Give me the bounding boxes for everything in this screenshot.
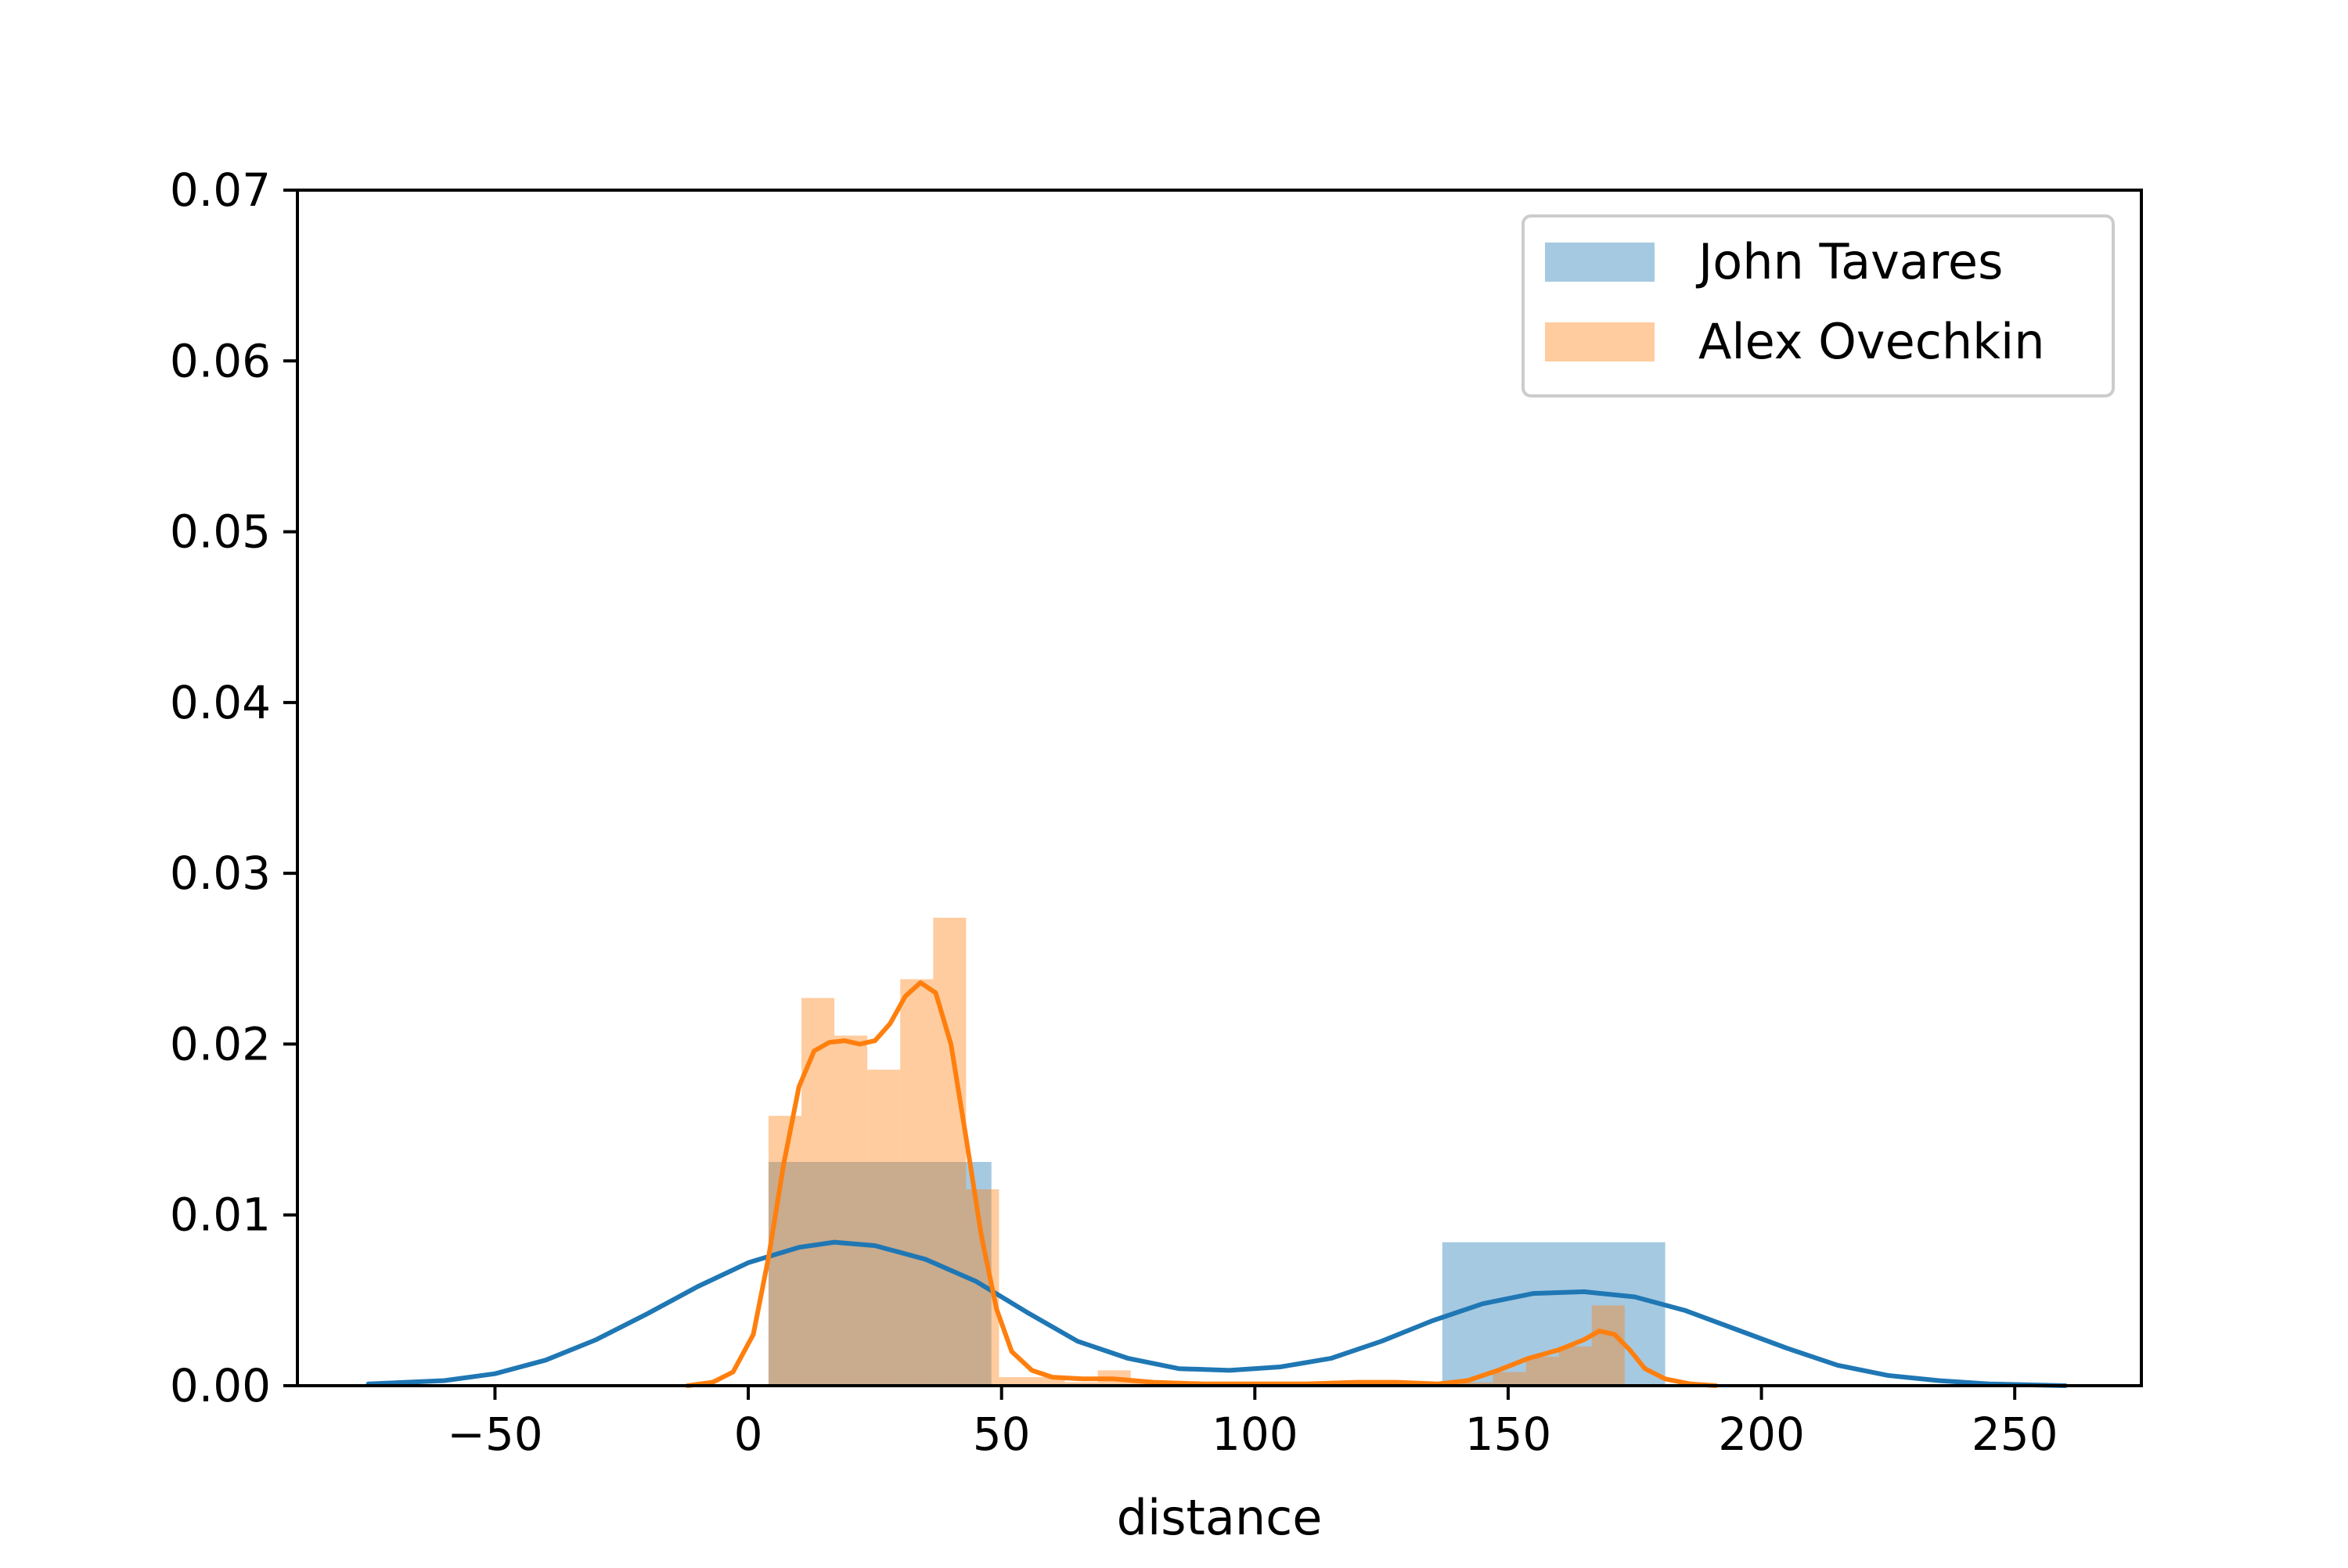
histogram-bar xyxy=(900,979,934,1386)
histogram-bar xyxy=(1032,1377,1065,1386)
x-tick-label: −50 xyxy=(447,1408,542,1461)
y-tick-label: 0.03 xyxy=(170,847,271,900)
x-tick-label: 250 xyxy=(1972,1408,2058,1461)
legend-swatch xyxy=(1545,322,1655,361)
legend-swatch xyxy=(1545,243,1655,282)
histogram-bar xyxy=(933,917,967,1386)
histogram-bar xyxy=(867,1070,901,1386)
y-axis: 0.00 0.01 0.02 0.03 0.04 0.05 0.06 0.07 xyxy=(170,164,297,1412)
legend-label: Alex Ovechkin xyxy=(1698,313,2045,370)
x-tick-label: 100 xyxy=(1212,1408,1298,1461)
series-0-kde-line xyxy=(366,1239,2068,1388)
histogram-bar xyxy=(1525,1356,1559,1386)
y-tick-label: 0.00 xyxy=(170,1359,271,1412)
y-tick-label: 0.04 xyxy=(170,676,271,729)
x-axis-label: distance xyxy=(1117,1489,1323,1546)
y-tick-label: 0.06 xyxy=(170,334,271,387)
histogram-bar xyxy=(999,1377,1032,1386)
x-tick-label: 150 xyxy=(1465,1408,1552,1461)
plot-area xyxy=(366,917,2068,1388)
histogram-bar xyxy=(1442,1242,1666,1386)
histogram-bar xyxy=(1460,1382,1493,1386)
y-tick-label: 0.01 xyxy=(170,1189,271,1242)
histogram-bar xyxy=(1064,1382,1098,1386)
y-tick-label: 0.07 xyxy=(170,164,271,217)
x-tick-label: 0 xyxy=(734,1408,763,1461)
histogram-bar xyxy=(1558,1346,1592,1386)
x-axis: −50 0 50 100 150 200 250 xyxy=(447,1386,2058,1461)
histogram-bar xyxy=(801,998,835,1386)
x-tick-label: 200 xyxy=(1718,1408,1805,1461)
histogram-bar xyxy=(1591,1305,1625,1386)
y-tick-label: 0.02 xyxy=(170,1017,271,1070)
histogram-bar xyxy=(1493,1372,1526,1386)
plot-frame xyxy=(296,189,2143,1387)
legend: John Tavares Alex Ovechkin xyxy=(1522,214,2115,397)
legend-label: John Tavares xyxy=(1695,233,2003,290)
series-1-kde-line xyxy=(685,980,1719,1388)
legend-frame xyxy=(1522,214,2115,397)
x-tick-label: 50 xyxy=(973,1408,1031,1461)
y-tick-label: 0.05 xyxy=(170,505,271,559)
histogram-bar xyxy=(834,1035,868,1386)
series-1-histogram-bars xyxy=(768,917,1625,1386)
